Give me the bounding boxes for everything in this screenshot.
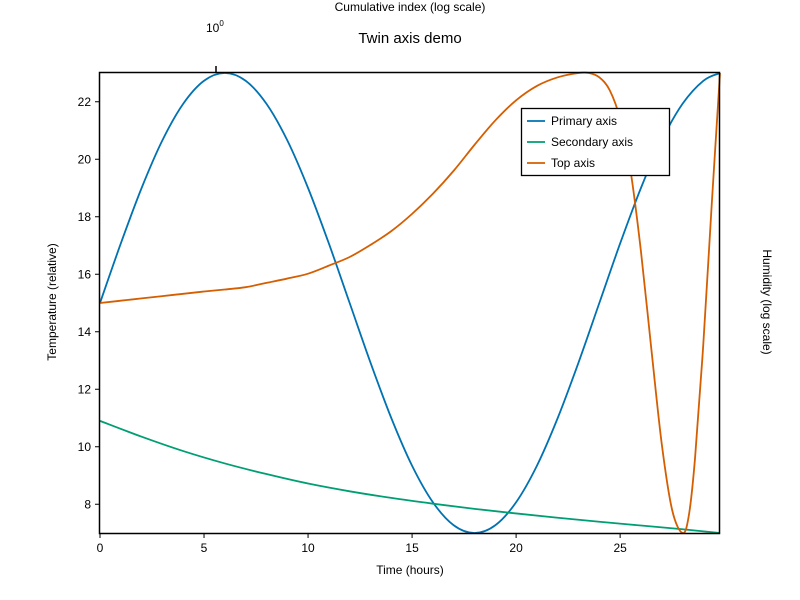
x-tick-label: 25 <box>613 541 627 555</box>
x-tick-label: 15 <box>405 541 419 555</box>
series-line-primary-axis <box>99 72 721 534</box>
y-tick-label: 16 <box>78 267 92 281</box>
legend-box <box>520 107 671 177</box>
top-tick-label: 100 <box>206 19 224 35</box>
x-tick-label: 20 <box>509 541 523 555</box>
legend-item-top-axis: Top axis <box>527 156 595 170</box>
y-axis-label: Temperature (relative) <box>45 243 59 360</box>
legend-label: Top axis <box>551 156 595 170</box>
x-tick-label: 10 <box>301 541 315 555</box>
axis-ticks: 0 5 10 15 20 25 8 10 12 14 16 18 20 22 <box>78 95 627 555</box>
y-tick-label: 12 <box>78 382 92 396</box>
y-tick-label: 22 <box>78 95 92 109</box>
series-line-secondary-axis <box>99 420 721 534</box>
x-axis-label: Time (hours) <box>376 563 444 577</box>
series-lines <box>99 71 721 534</box>
top-tick-exponent: 0 <box>219 19 224 28</box>
chart-title: Twin axis demo <box>358 30 461 47</box>
right-axis-label: Humidity (log scale) <box>760 249 774 354</box>
plot-frame <box>98 71 721 535</box>
y-tick-label: 20 <box>78 152 92 166</box>
y-tick-label: 18 <box>78 210 92 224</box>
top-axis-label: Cumulative index (log scale) <box>335 0 486 14</box>
top-tick-base: 10 <box>206 21 220 35</box>
legend-item-primary-axis: Primary axis <box>527 114 617 128</box>
y-tick-label: 14 <box>78 325 92 339</box>
series-line-top-axis <box>99 71 721 534</box>
y-tick-label: 10 <box>78 440 92 454</box>
y-tick-label: 8 <box>84 497 91 511</box>
legend-item-secondary-axis: Secondary axis <box>527 135 633 149</box>
x-tick-label: 0 <box>97 541 104 555</box>
legend: Primary axis Secondary axis Top axis <box>520 107 671 177</box>
x-tick-label: 5 <box>201 541 208 555</box>
legend-label: Primary axis <box>551 114 617 128</box>
legend-label: Secondary axis <box>551 135 633 149</box>
